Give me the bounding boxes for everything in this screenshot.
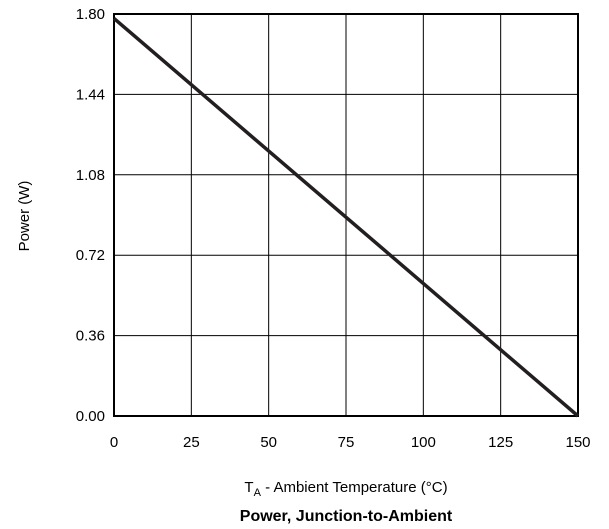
x-tick-label: 50 — [260, 434, 277, 451]
y-tick-label: 1.08 — [76, 167, 105, 184]
series-line — [112, 17, 580, 418]
chart-title: Power, Junction-to-Ambient — [240, 508, 453, 525]
y-tick-label: 0.00 — [76, 408, 105, 425]
x-axis-label-main: T — [244, 479, 253, 496]
y-axis-label: Power (W) — [16, 181, 33, 252]
plot-area — [113, 13, 579, 417]
x-tick-label: 100 — [411, 434, 436, 451]
x-axis-label-rest: - Ambient Temperature (°C) — [261, 479, 448, 496]
y-tick-label: 1.80 — [76, 6, 105, 23]
x-tick-label: 0 — [110, 434, 118, 451]
x-axis-ticks: 0 25 50 75 100 125 150 — [110, 434, 591, 451]
x-axis-label: TA - Ambient Temperature (°C) — [244, 479, 447, 499]
x-tick-label: 75 — [338, 434, 355, 451]
x-tick-label: 150 — [565, 434, 590, 451]
y-axis-ticks: 0.00 0.36 0.72 1.08 1.44 1.80 — [76, 6, 105, 425]
x-tick-label: 125 — [488, 434, 513, 451]
x-axis-label-subscript: A — [254, 487, 262, 499]
x-tick-label: 25 — [183, 434, 200, 451]
y-tick-label: 1.44 — [76, 86, 105, 103]
series-group — [112, 17, 580, 418]
y-tick-label: 0.36 — [76, 328, 105, 345]
y-tick-label: 0.72 — [76, 247, 105, 264]
